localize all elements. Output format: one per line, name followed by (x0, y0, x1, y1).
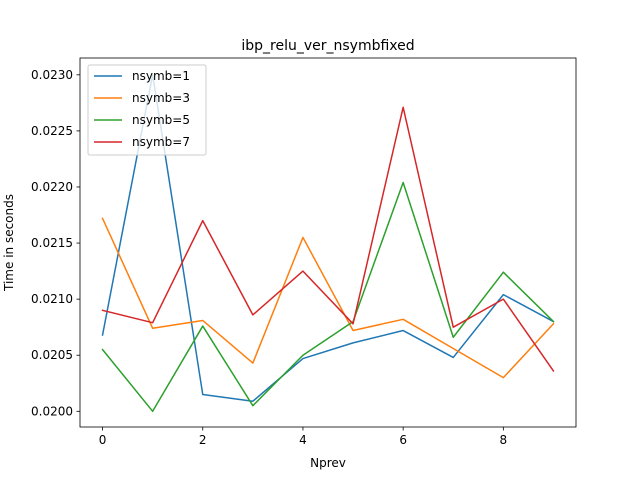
series-line-2 (101, 217, 555, 379)
legend: nsymb=1 nsymb=3 nsymb=5 nsymb=7 (87, 64, 207, 156)
y-axis-label: Time in seconds (2, 194, 16, 292)
series-line-4 (101, 106, 555, 372)
plot-frame (79, 57, 577, 428)
x-tick-label: 0 (99, 433, 107, 447)
series-layer (101, 74, 555, 413)
y-tick-label: 0.0200 (31, 404, 73, 418)
legend-label-4: nsymb=7 (132, 135, 190, 149)
x-axis-label: Nprev (310, 456, 346, 470)
y-tick-label: 0.0205 (31, 348, 73, 362)
x-tick-label: 8 (500, 433, 508, 447)
x-axis-ticks: 0 2 4 6 8 (99, 427, 507, 447)
legend-label-3: nsymb=5 (132, 113, 190, 127)
chart-title: ibp_relu_ver_nsymbfixed (241, 38, 414, 54)
y-tick-label: 0.0210 (31, 292, 73, 306)
y-tick-label: 0.0230 (31, 68, 73, 82)
legend-label-1: nsymb=1 (132, 69, 190, 83)
y-axis-ticks: 0.0200 0.0205 0.0210 0.0215 0.0220 0.0225 0.02… (31, 68, 80, 418)
x-tick-label: 4 (299, 433, 307, 447)
x-tick-label: 2 (199, 433, 207, 447)
legend-label-2: nsymb=3 (132, 91, 190, 105)
legend-box (87, 64, 207, 156)
y-tick-label: 0.0220 (31, 180, 73, 194)
y-tick-label: 0.0215 (31, 236, 73, 250)
x-tick-label: 6 (399, 433, 407, 447)
series-line-1 (101, 74, 555, 402)
y-tick-label: 0.0225 (31, 124, 73, 138)
series-line-3 (101, 181, 555, 413)
